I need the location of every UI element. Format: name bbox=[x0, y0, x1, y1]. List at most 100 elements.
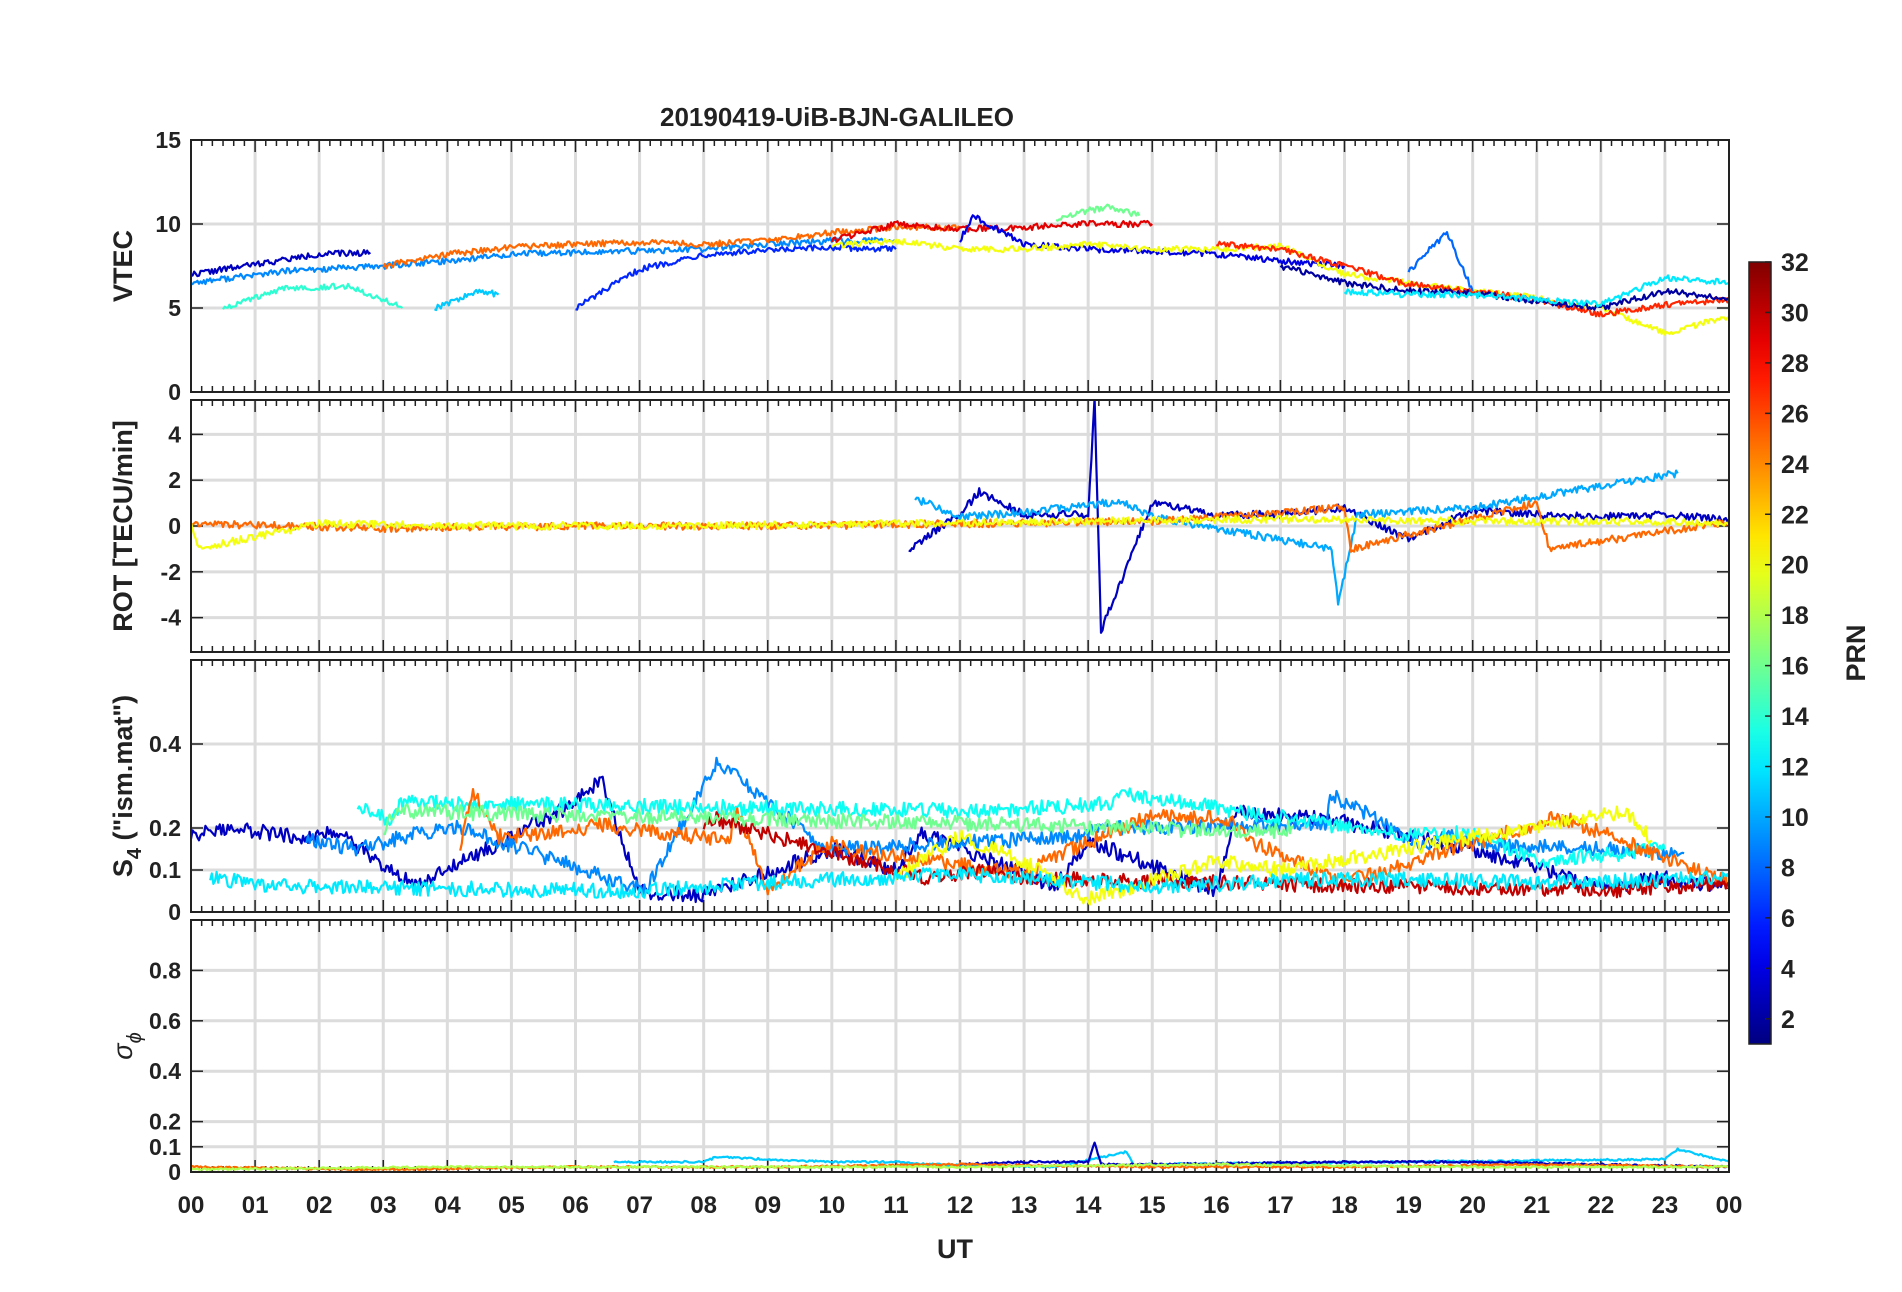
plot-frame bbox=[190, 399, 1730, 653]
x-tick-label: 20 bbox=[1459, 1192, 1486, 1219]
y-tick-label: 0.6 bbox=[149, 1008, 181, 1034]
y-axis-label-base: S bbox=[108, 859, 138, 877]
colorbar-tick-label: 10 bbox=[1781, 804, 1809, 832]
series-group bbox=[191, 400, 1729, 634]
y-tick-label: 2 bbox=[168, 467, 181, 493]
plot-frame bbox=[190, 919, 1730, 1173]
y-tick-label: 0.4 bbox=[149, 731, 181, 757]
panel-vtec: 0 5 10 15 VTEC bbox=[108, 127, 1730, 405]
colorbar-tick-label: 4 bbox=[1781, 955, 1795, 983]
y-axis-label: σϕ bbox=[108, 1032, 146, 1059]
y-tick-label: 0 bbox=[168, 1159, 181, 1185]
series-line-prn-8 bbox=[1407, 231, 1474, 292]
y-tick-label: 0 bbox=[168, 513, 181, 539]
x-tick-label: 09 bbox=[754, 1192, 781, 1219]
x-tick-label: 04 bbox=[434, 1192, 461, 1219]
x-tick-label: 00 bbox=[1716, 1192, 1743, 1219]
y-axis-label-sub: 4 bbox=[124, 847, 146, 859]
colorbar-tick-label: 30 bbox=[1781, 299, 1809, 327]
x-tick-label: 18 bbox=[1331, 1192, 1358, 1219]
y-tick-label: 0.1 bbox=[149, 1134, 181, 1160]
series-line-prn-14 bbox=[222, 282, 404, 310]
y-tick-label: 0.2 bbox=[149, 1109, 181, 1135]
series-line-prn-25 bbox=[459, 787, 1729, 896]
x-tick-label: 13 bbox=[1011, 1192, 1038, 1219]
series-line-prn-12 bbox=[1343, 274, 1729, 308]
colorbar-tick-label: 12 bbox=[1781, 754, 1809, 782]
y-axis-label: VTEC bbox=[108, 230, 138, 302]
series-line-prn-18 bbox=[191, 1162, 1729, 1172]
x-tick-label: 14 bbox=[1075, 1192, 1102, 1219]
colorbar-tick-label: 28 bbox=[1781, 350, 1809, 378]
plot-frame bbox=[190, 659, 1730, 913]
x-tick-label: 05 bbox=[498, 1192, 525, 1219]
colorbar-tick-label: 24 bbox=[1781, 451, 1809, 479]
x-tick-label: 08 bbox=[690, 1192, 717, 1219]
series-line-prn-16 bbox=[383, 803, 1295, 840]
colorbar-tick-label: 8 bbox=[1781, 854, 1795, 882]
series-line-prn-20 bbox=[191, 514, 1729, 550]
panel-rot: -4 -2 0 2 4 ROT [TECU/min] bbox=[108, 399, 1730, 653]
x-tick-label: 10 bbox=[818, 1192, 845, 1219]
series-group bbox=[191, 756, 1729, 906]
colorbar-tick-label: 16 bbox=[1781, 653, 1809, 681]
x-tick-label: 17 bbox=[1267, 1192, 1294, 1219]
series-line-prn-25 bbox=[191, 500, 1729, 553]
x-tick-label: 06 bbox=[562, 1192, 589, 1219]
panel-s4: 00.10.20.4S4 ("ism.mat") bbox=[108, 659, 1730, 925]
x-tick-label: 16 bbox=[1203, 1192, 1230, 1219]
y-tick-label: 0.1 bbox=[149, 857, 181, 883]
x-tick-label: 19 bbox=[1395, 1192, 1422, 1219]
x-tick-label: 11 bbox=[883, 1192, 908, 1219]
colorbar-tick-label: 22 bbox=[1781, 501, 1809, 529]
x-tick-label: 22 bbox=[1587, 1192, 1614, 1219]
x-tick-label: 07 bbox=[626, 1192, 653, 1219]
x-tick-label: 12 bbox=[947, 1192, 974, 1219]
x-tick-label: 15 bbox=[1139, 1192, 1166, 1219]
series-line-prn-9 bbox=[191, 236, 897, 286]
y-tick-label: 5 bbox=[168, 295, 181, 321]
y-tick-label: 0.8 bbox=[149, 957, 181, 983]
y-tick-label: 0 bbox=[168, 379, 181, 405]
colorbar-gradient bbox=[1748, 261, 1772, 1045]
x-axis: 00 01 02 03 04 05 06 07 08 09 10 11 12 13 14 15 16 17 18 19… bbox=[178, 1192, 1743, 1219]
series-line-prn-3 bbox=[191, 249, 371, 278]
y-tick-label: 15 bbox=[155, 127, 181, 153]
series-line-prn-10 bbox=[914, 469, 1679, 606]
x-tick-label: 01 bbox=[242, 1192, 269, 1219]
series-group bbox=[191, 1141, 1729, 1172]
series-line-prn-16 bbox=[1055, 203, 1141, 222]
series-line-prn-20 bbox=[894, 805, 1653, 906]
series-group bbox=[191, 203, 1729, 336]
colorbar-tick-label: 20 bbox=[1781, 552, 1809, 580]
plot-frame bbox=[190, 139, 1730, 393]
series-line-prn-11 bbox=[434, 288, 500, 312]
y-axis-label: ROT [TECU/min] bbox=[108, 420, 138, 631]
y-axis-label-base: σ bbox=[108, 1042, 138, 1060]
panel-sigma_phi: 00.10.2 0.4 0.6 0.8 σϕ bbox=[108, 919, 1730, 1185]
x-tick-label: 23 bbox=[1652, 1192, 1679, 1219]
colorbar-label: PRN bbox=[1841, 624, 1871, 681]
x-tick-label: 03 bbox=[370, 1192, 397, 1219]
y-tick-label: 0 bbox=[168, 899, 181, 925]
y-tick-label: -2 bbox=[161, 559, 181, 585]
y-axis-label: S4 ("ism.mat") bbox=[108, 695, 146, 877]
series-line-prn-4 bbox=[959, 214, 1346, 270]
x-tick-label: 02 bbox=[306, 1192, 333, 1219]
y-axis-label-sub: ϕ bbox=[124, 1032, 146, 1043]
series-line-prn-27 bbox=[1215, 240, 1729, 318]
colorbar-tick-label: 18 bbox=[1781, 602, 1809, 630]
colorbar-tick-label: 2 bbox=[1781, 1006, 1795, 1034]
colorbar-tick-label: 6 bbox=[1781, 905, 1795, 933]
series-line-prn-12 bbox=[209, 866, 1729, 900]
y-tick-label: 0.2 bbox=[149, 815, 181, 841]
series-line-prn-13 bbox=[356, 787, 1666, 869]
y-axis-label-rest: ("ism.mat") bbox=[108, 695, 138, 848]
x-axis-label: UT bbox=[937, 1234, 973, 1264]
y-tick-label: -4 bbox=[161, 605, 182, 631]
colorbar-tick-label: 14 bbox=[1781, 703, 1809, 731]
colorbar-tick-label: 32 bbox=[1781, 249, 1809, 277]
